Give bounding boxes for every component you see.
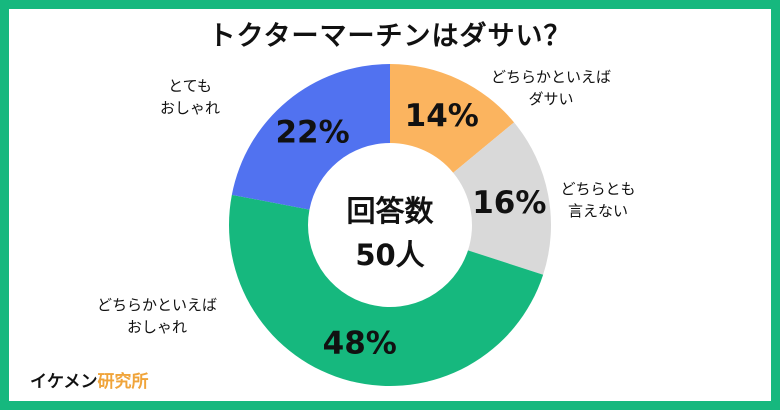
slice-label-neutral: どちらとも 言えない: [548, 178, 648, 222]
slice-label-dasai: どちらかといえば ダサい: [476, 66, 626, 110]
slice-oshare: [228, 194, 544, 387]
slice-dasai: [390, 64, 515, 173]
slice-label-dasai-line2: ダサい: [528, 90, 574, 108]
value-label-very-oshare: 22%: [275, 114, 349, 150]
value-label-oshare: 48%: [323, 326, 397, 362]
chart-title: トクターマーチンはダサい？: [208, 21, 572, 52]
slice-label-very-oshare-line1: とても: [168, 77, 212, 95]
brand-accent: 研究所: [97, 372, 149, 392]
slice-neutral: [453, 122, 552, 275]
slice-label-neutral-line1: どちらとも: [560, 180, 636, 198]
center-label-count: 50人: [355, 238, 424, 272]
slice-label-oshare-line2: おしゃれ: [126, 318, 187, 336]
slice-very-oshare: [231, 64, 390, 210]
center-label-title: 回答数: [346, 194, 434, 228]
slice-label-oshare: どちらかといえば おしゃれ: [82, 294, 232, 338]
slice-label-oshare-line1: どちらかといえば: [96, 296, 217, 314]
slice-label-very-oshare-line2: おしゃれ: [159, 99, 220, 117]
brand-name: イケメン: [30, 372, 98, 392]
value-label-neutral: 16%: [472, 185, 546, 221]
slice-label-very-oshare: とても おしゃれ: [150, 75, 230, 119]
slice-label-dasai-line1: どちらかといえば: [490, 68, 611, 86]
value-label-dasai: 14%: [405, 98, 479, 134]
brand-logo: イケメン研究所: [30, 367, 149, 392]
slice-label-neutral-line2: 言えない: [567, 202, 628, 220]
